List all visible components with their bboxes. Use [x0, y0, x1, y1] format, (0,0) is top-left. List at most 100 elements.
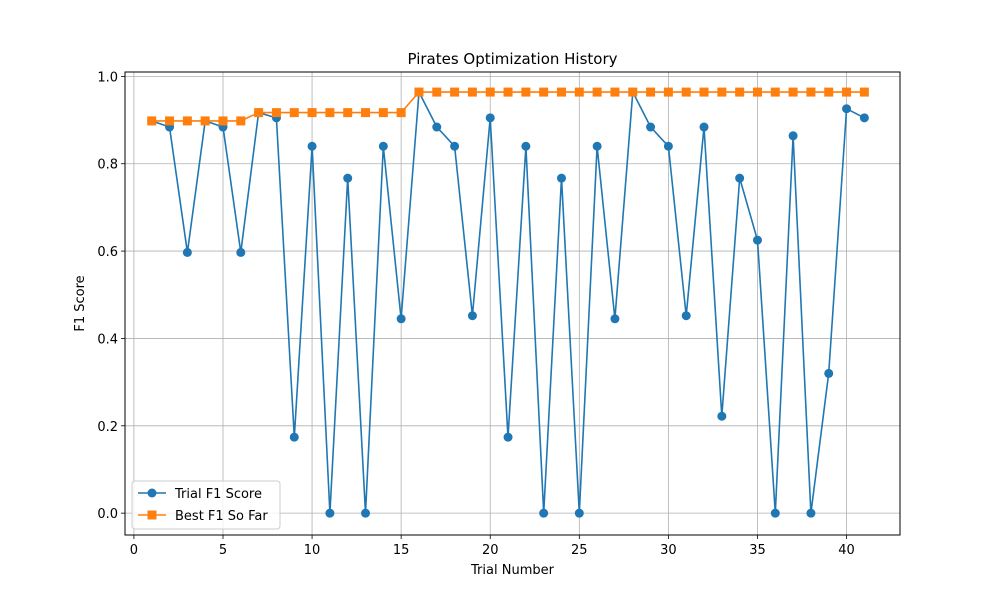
data-point [592, 87, 602, 97]
data-point [681, 87, 691, 97]
data-point [307, 108, 317, 118]
x-tick-label: 10 [304, 543, 321, 558]
data-point [378, 108, 388, 118]
data-point [806, 508, 816, 518]
x-tick-label: 15 [393, 543, 410, 558]
data-point [467, 87, 477, 97]
data-point [663, 141, 673, 151]
data-point [254, 108, 264, 118]
data-point [289, 432, 299, 442]
data-point [450, 141, 460, 151]
data-point [414, 87, 424, 97]
data-point [236, 247, 246, 257]
data-point [717, 87, 727, 97]
data-point [432, 122, 442, 132]
y-axis-title: F1 Score [73, 275, 88, 331]
legend-label: Best F1 So Far [175, 509, 268, 524]
data-point [717, 411, 727, 421]
data-point [663, 87, 673, 97]
x-tick-label: 20 [482, 543, 499, 558]
y-tick-label: 0.2 [97, 420, 118, 435]
data-point [735, 87, 745, 97]
data-point [503, 87, 513, 97]
data-point [503, 432, 513, 442]
data-point [859, 87, 869, 97]
data-point [574, 87, 584, 97]
data-point [325, 508, 335, 518]
series-2 [147, 87, 869, 126]
chart-title: Pirates Optimization History [407, 50, 617, 68]
data-point [824, 368, 834, 378]
data-point [752, 235, 762, 245]
y-tick-label: 1.0 [97, 70, 118, 85]
data-point [556, 173, 566, 183]
x-tick-label: 0 [130, 543, 138, 558]
data-point [610, 314, 620, 324]
data-point [681, 311, 691, 321]
plot-series [147, 87, 869, 518]
data-point [628, 87, 638, 97]
data-point [325, 108, 335, 118]
data-point [539, 508, 549, 518]
data-point [770, 508, 780, 518]
x-tick-label: 35 [749, 543, 766, 558]
x-axis-title: Trial Number [470, 563, 555, 578]
y-tick-label: 0.6 [97, 245, 118, 260]
data-point [147, 116, 157, 126]
legend-item: Trial F1 Score [138, 487, 262, 502]
y-tick-label: 0.0 [97, 507, 118, 522]
axis-ticks: 0 5 10 15 20 25 30 35 40 0.0 0.2 0.4 0.6 0.8 1.0 [97, 70, 855, 558]
data-point [574, 508, 584, 518]
data-point [646, 122, 656, 132]
data-point [610, 87, 620, 97]
data-point [271, 108, 281, 118]
data-point [556, 87, 566, 97]
legend-marker [147, 488, 157, 498]
data-point [592, 141, 602, 151]
data-point [699, 122, 709, 132]
y-tick-label: 0.8 [97, 158, 118, 173]
legend: Trial F1 Score Best F1 So Far [131, 480, 281, 530]
legend-label: Trial F1 Score [174, 487, 262, 502]
data-point [165, 116, 175, 126]
data-point [289, 108, 299, 118]
plot-frame [124, 71, 901, 536]
data-point [307, 141, 317, 151]
data-point [521, 141, 531, 151]
data-point [361, 108, 371, 118]
data-point [485, 113, 495, 123]
legend-marker [147, 510, 157, 520]
data-point [521, 87, 531, 97]
data-point [378, 141, 388, 151]
x-tick-label: 40 [838, 543, 855, 558]
data-point [735, 173, 745, 183]
data-point [467, 311, 477, 321]
data-point [200, 116, 210, 126]
data-point [182, 116, 192, 126]
data-point [343, 173, 353, 183]
series-1 [147, 87, 869, 518]
data-point [432, 87, 442, 97]
data-point [539, 87, 549, 97]
legend-box [131, 480, 281, 530]
data-point [770, 87, 780, 97]
data-point [646, 87, 656, 97]
data-point [361, 508, 371, 518]
data-point [182, 247, 192, 257]
data-point [806, 87, 816, 97]
data-point [450, 87, 460, 97]
data-point [218, 116, 228, 126]
data-point [752, 87, 762, 97]
data-point [859, 113, 869, 123]
data-point [788, 131, 798, 141]
x-tick-label: 30 [660, 543, 677, 558]
legend-item: Best F1 So Far [138, 509, 268, 524]
data-point [396, 108, 406, 118]
data-point [699, 87, 709, 97]
x-tick-label: 5 [219, 543, 227, 558]
y-tick-label: 0.4 [97, 332, 118, 347]
data-point [485, 87, 495, 97]
data-point [842, 87, 852, 97]
x-tick-label: 25 [571, 543, 588, 558]
